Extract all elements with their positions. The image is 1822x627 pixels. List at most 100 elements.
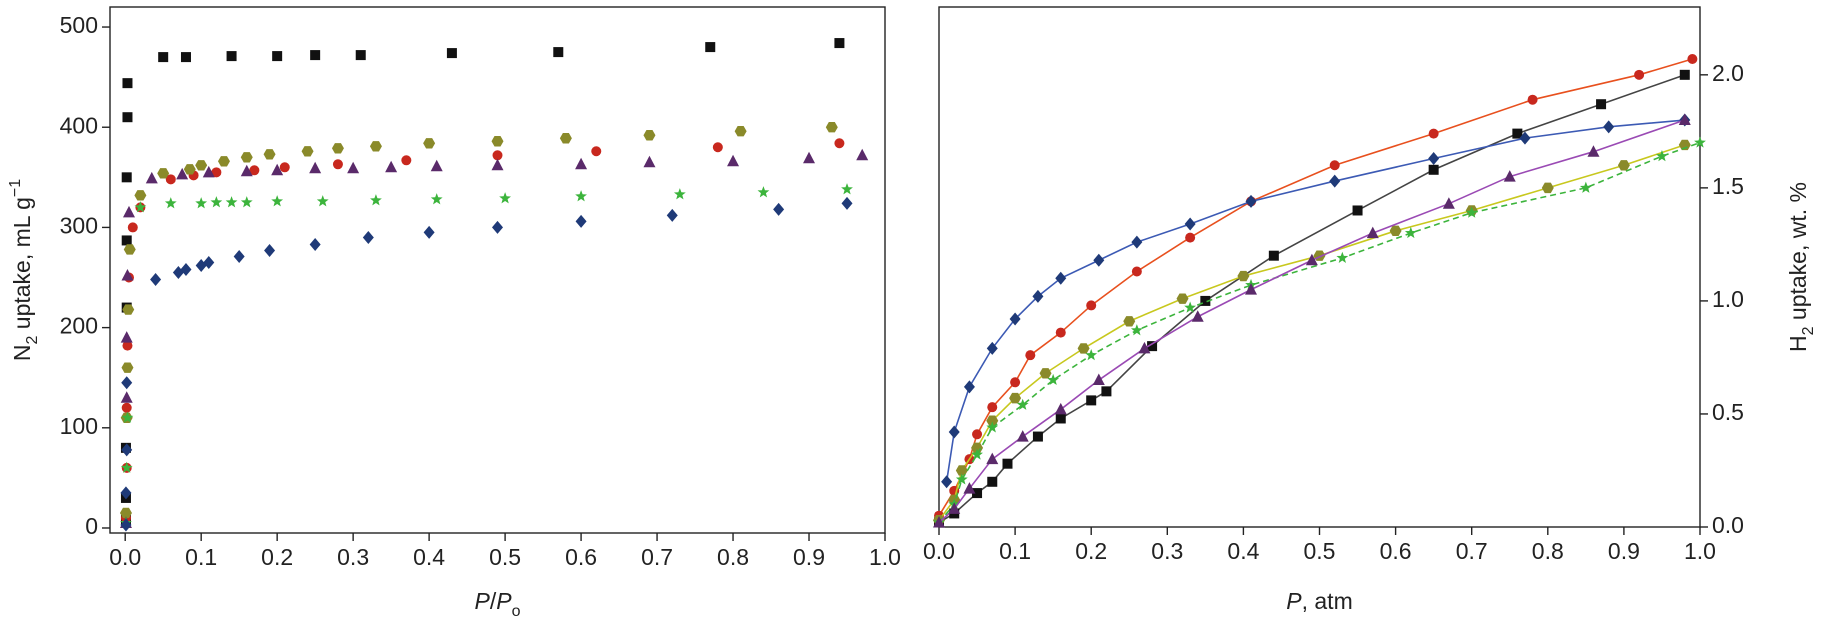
marker — [1047, 373, 1060, 386]
marker — [1245, 283, 1258, 295]
marker — [121, 235, 132, 246]
y-tick-label: 100 — [60, 413, 98, 439]
marker — [1025, 350, 1036, 361]
marker — [803, 151, 816, 164]
marker — [158, 52, 169, 63]
x-tick-label: 1.0 — [869, 544, 901, 570]
x-tick-label: 0.4 — [1227, 538, 1259, 564]
marker — [666, 208, 678, 222]
marker — [1032, 431, 1043, 442]
marker — [121, 269, 134, 281]
marker — [1055, 413, 1066, 424]
marker — [369, 141, 382, 152]
marker — [122, 78, 133, 89]
marker — [430, 159, 443, 172]
marker — [1016, 430, 1029, 442]
series-line — [938, 74, 1686, 524]
x-axis-label: P/Po — [475, 588, 521, 620]
y-tick-label: 0.0 — [1712, 512, 1744, 538]
marker — [1656, 150, 1668, 162]
marker — [673, 188, 686, 200]
marker — [316, 195, 329, 207]
y-tick-label: 500 — [60, 12, 98, 38]
marker — [150, 273, 162, 287]
marker — [134, 201, 147, 213]
series-line — [938, 119, 1686, 524]
marker — [575, 214, 587, 228]
marker — [240, 152, 253, 163]
marker — [1268, 250, 1279, 261]
marker — [1055, 327, 1066, 338]
y-axis-label: N2 uptake, mL g−1 — [7, 179, 41, 361]
y-tick-label: 0.5 — [1712, 399, 1744, 425]
x-axis-label-part: P — [1286, 588, 1302, 614]
marker — [492, 150, 503, 161]
marker — [423, 225, 435, 239]
marker — [217, 156, 230, 167]
y-axis-label-part: uptake, wt. % — [1785, 182, 1811, 326]
marker — [401, 155, 412, 166]
marker — [841, 196, 853, 210]
marker — [1336, 251, 1349, 263]
plot-frame — [938, 6, 1701, 528]
x-tick-label: 0.9 — [793, 544, 825, 570]
x-axis-label-part: o — [512, 603, 521, 620]
marker — [331, 143, 344, 154]
marker — [941, 475, 953, 489]
marker — [986, 421, 999, 433]
marker — [1147, 341, 1158, 352]
marker — [1579, 181, 1592, 193]
marker — [271, 195, 284, 207]
marker — [203, 255, 215, 269]
marker — [202, 165, 215, 178]
marker — [986, 415, 999, 426]
x-axis-label: P, atm — [1286, 588, 1352, 614]
marker — [120, 391, 133, 403]
marker — [1512, 128, 1523, 139]
marker — [757, 186, 770, 198]
y-tick-label: 2.0 — [1712, 60, 1744, 86]
marker — [134, 190, 147, 201]
marker — [226, 51, 237, 62]
x-tick-label: 0.5 — [1304, 538, 1336, 564]
marker — [355, 50, 366, 61]
marker — [1679, 69, 1690, 80]
marker — [1541, 182, 1554, 194]
marker — [1678, 113, 1691, 126]
marker — [1032, 289, 1044, 303]
x-tick-label: 0.2 — [261, 544, 293, 570]
marker — [120, 486, 132, 500]
marker — [834, 138, 845, 149]
marker — [1130, 324, 1143, 336]
marker — [122, 112, 133, 123]
marker — [1694, 136, 1706, 148]
marker — [347, 161, 360, 174]
marker — [233, 249, 245, 263]
marker — [1428, 164, 1439, 175]
marker — [856, 148, 869, 161]
marker — [933, 515, 945, 528]
marker — [491, 136, 504, 147]
marker — [1009, 392, 1022, 404]
x-tick-label: 0.6 — [1380, 538, 1412, 564]
marker — [1366, 226, 1379, 239]
series-line — [938, 58, 1693, 517]
marker — [727, 154, 740, 167]
marker — [121, 411, 134, 423]
marker — [1010, 377, 1021, 388]
y-tick-label: 0 — [85, 513, 98, 539]
marker — [180, 52, 191, 63]
x-tick-label: 0.9 — [1608, 538, 1640, 564]
x-tick-label: 1.0 — [1684, 538, 1716, 564]
marker — [121, 362, 134, 373]
x-tick-label: 0.7 — [1456, 538, 1488, 564]
marker — [120, 461, 133, 473]
marker — [1587, 145, 1600, 157]
x-tick-label: 0.4 — [413, 544, 445, 570]
marker — [210, 196, 223, 208]
marker — [575, 190, 587, 202]
marker — [119, 507, 132, 519]
x-tick-label: 0.8 — [1532, 538, 1564, 564]
y-axis-label-part: 2 — [1800, 326, 1817, 335]
y-axis-label: H2 uptake, wt. % — [1785, 182, 1817, 352]
